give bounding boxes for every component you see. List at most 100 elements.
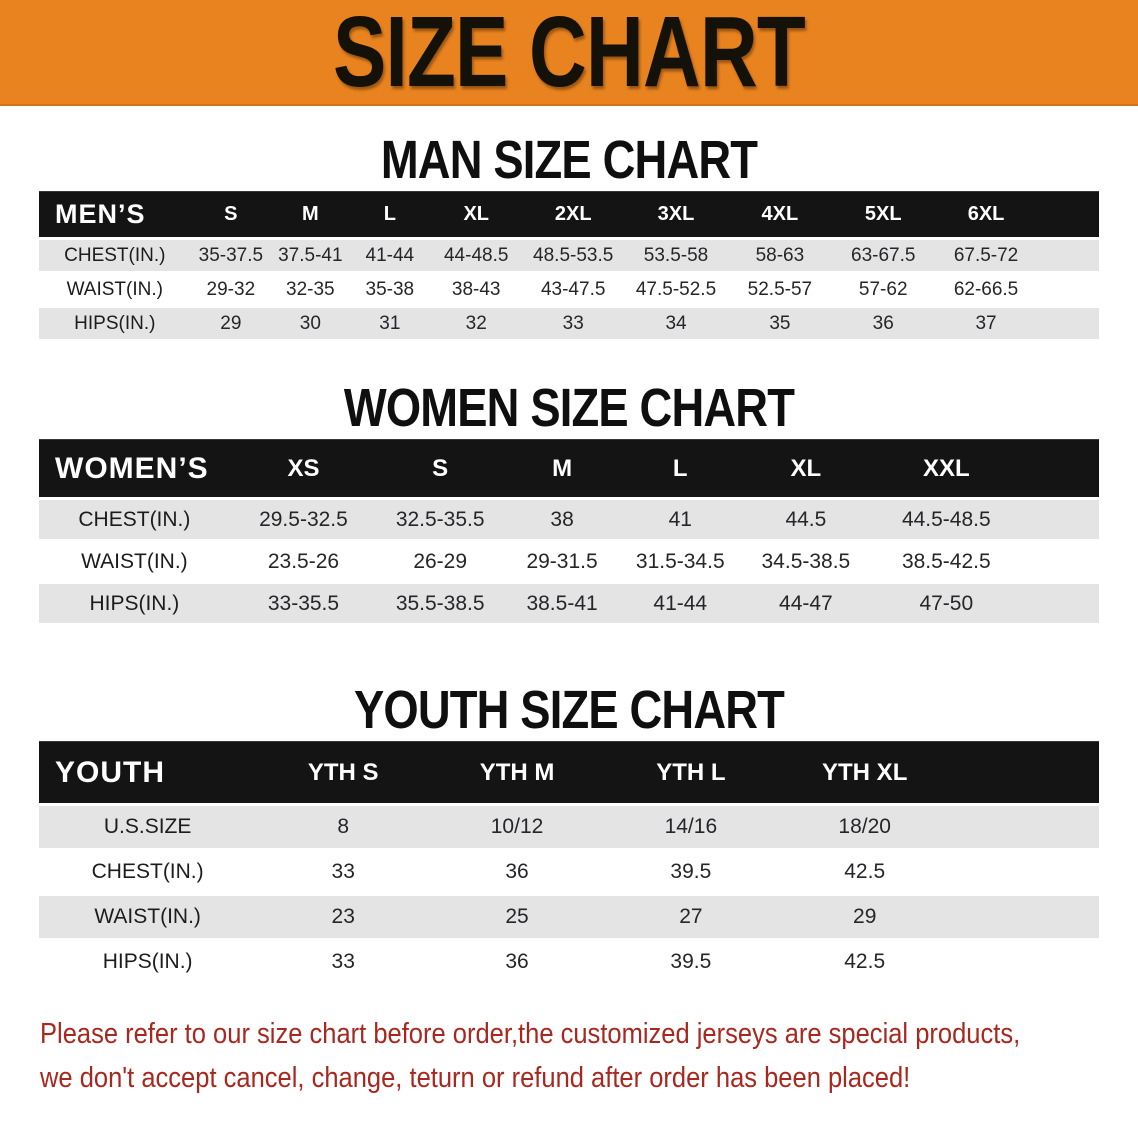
spacer-cell <box>1037 308 1099 339</box>
size-value-cell: 27 <box>603 896 778 938</box>
disclaimer: Please refer to our size chart before or… <box>40 1012 1138 1100</box>
youth-section-heading: YOUTH SIZE CHART <box>0 682 1138 738</box>
size-value-cell: 33-35.5 <box>229 584 378 623</box>
youth-waist-row: WAIST(IN.) 23 25 27 29 <box>39 896 1099 938</box>
youth-hips-row: HIPS(IN.) 33 36 39.5 42.5 <box>39 941 1099 983</box>
women-corner-label: WOMEN’S <box>39 439 230 497</box>
row-label: WAIST(IN.) <box>39 896 257 938</box>
men-header-row: MEN’S S M L XL 2XL 3XL 4XL 5XL 6XL <box>39 191 1099 237</box>
women-section-heading: WOMEN SIZE CHART <box>0 380 1138 436</box>
size-value-cell: 25 <box>430 896 604 938</box>
size-value-cell: 47.5-52.5 <box>624 274 728 305</box>
spacer-cell <box>1037 191 1099 237</box>
men-size-col-header: M <box>271 191 350 237</box>
size-value-cell: 36 <box>430 851 604 893</box>
banner: SIZE CHART <box>0 0 1138 106</box>
size-value-cell: 35-37.5 <box>190 240 272 271</box>
size-value-cell: 41-44 <box>620 584 740 623</box>
size-value-cell: 33 <box>256 941 431 983</box>
men-size-col-header: 6XL <box>934 191 1038 237</box>
size-value-cell: 44.5 <box>739 500 873 539</box>
size-value-cell: 39.5 <box>603 941 778 983</box>
men-size-col-header: S <box>190 191 272 237</box>
size-value-cell: 44-47 <box>739 584 873 623</box>
size-value-cell: 32-35 <box>271 274 350 305</box>
row-label: WAIST(IN.) <box>39 274 191 305</box>
size-value-cell: 62-66.5 <box>934 274 1038 305</box>
men-hips-row: HIPS(IN.) 29 30 31 32 33 34 35 36 37 <box>39 308 1099 339</box>
spacer-cell <box>1037 274 1099 305</box>
youth-header-row: YOUTH YTH S YTH M YTH L YTH XL <box>39 741 1099 803</box>
men-waist-row: WAIST(IN.) 29-32 32-35 35-38 38-43 43-47… <box>39 274 1099 305</box>
size-value-cell: 39.5 <box>603 851 778 893</box>
size-value-cell: 32 <box>430 308 523 339</box>
size-value-cell: 48.5-53.5 <box>522 240 625 271</box>
size-value-cell: 29 <box>190 308 272 339</box>
size-value-cell: 36 <box>430 941 604 983</box>
women-size-col-header: XXL <box>872 439 1021 497</box>
men-chest-row: CHEST(IN.) 35-37.5 37.5-41 41-44 44-48.5… <box>39 240 1099 271</box>
women-header-row: WOMEN’S XS S M L XL XXL <box>39 439 1099 497</box>
size-value-cell: 36 <box>831 308 935 339</box>
size-value-cell: 35 <box>727 308 832 339</box>
women-section-heading-text: WOMEN SIZE CHART <box>343 378 795 438</box>
spacer-cell <box>951 806 1099 848</box>
men-size-col-header: XL <box>430 191 523 237</box>
youth-size-table: YOUTH YTH S YTH M YTH L YTH XL U.S.SIZE … <box>39 738 1099 986</box>
size-value-cell: 29.5-32.5 <box>229 500 378 539</box>
row-label: U.S.SIZE <box>39 806 257 848</box>
size-value-cell: 29 <box>777 896 952 938</box>
women-size-col-header: S <box>377 439 504 497</box>
size-value-cell: 58-63 <box>727 240 832 271</box>
men-size-col-header: 2XL <box>522 191 625 237</box>
size-value-cell: 42.5 <box>777 851 952 893</box>
size-value-cell: 23 <box>256 896 431 938</box>
row-label: CHEST(IN.) <box>39 851 257 893</box>
youth-size-col-header: YTH M <box>430 741 604 803</box>
women-size-col-header: L <box>620 439 740 497</box>
spacer-cell <box>1037 240 1099 271</box>
youth-size-col-header: YTH XL <box>777 741 952 803</box>
size-value-cell: 53.5-58 <box>624 240 728 271</box>
row-label: HIPS(IN.) <box>39 308 191 339</box>
women-chest-row: CHEST(IN.) 29.5-32.5 32.5-35.5 38 41 44.… <box>39 500 1099 539</box>
size-value-cell: 41-44 <box>349 240 431 271</box>
spacer-cell <box>1020 439 1099 497</box>
spacer-cell <box>1020 584 1099 623</box>
size-value-cell: 37.5-41 <box>271 240 350 271</box>
men-size-col-header: L <box>349 191 431 237</box>
size-value-cell: 42.5 <box>777 941 952 983</box>
disclaimer-line-2: we don't accept cancel, change, teturn o… <box>40 1062 911 1094</box>
women-size-table: WOMEN’S XS S M L XL XXL CHEST(IN.) 29.5-… <box>39 436 1099 626</box>
women-hips-row: HIPS(IN.) 33-35.5 35.5-38.5 38.5-41 41-4… <box>39 584 1099 623</box>
size-value-cell: 26-29 <box>377 542 504 581</box>
size-value-cell: 44-48.5 <box>430 240 523 271</box>
men-size-col-header: 5XL <box>831 191 935 237</box>
size-value-cell: 63-67.5 <box>831 240 935 271</box>
men-section-heading-text: MAN SIZE CHART <box>380 130 758 190</box>
youth-ussize-row: U.S.SIZE 8 10/12 14/16 18/20 <box>39 806 1099 848</box>
size-value-cell: 52.5-57 <box>727 274 832 305</box>
size-value-cell: 30 <box>271 308 350 339</box>
size-value-cell: 32.5-35.5 <box>377 500 504 539</box>
size-value-cell: 34 <box>624 308 728 339</box>
size-value-cell: 35.5-38.5 <box>377 584 504 623</box>
spacer-cell <box>951 896 1099 938</box>
spacer-cell <box>951 851 1099 893</box>
spacer-cell <box>1020 542 1099 581</box>
size-value-cell: 29-31.5 <box>503 542 621 581</box>
size-value-cell: 31.5-34.5 <box>620 542 740 581</box>
women-size-col-header: XS <box>229 439 378 497</box>
size-value-cell: 57-62 <box>831 274 935 305</box>
youth-chest-row: CHEST(IN.) 33 36 39.5 42.5 <box>39 851 1099 893</box>
youth-corner-label: YOUTH <box>39 741 257 803</box>
size-value-cell: 37 <box>934 308 1038 339</box>
row-label: HIPS(IN.) <box>39 584 230 623</box>
youth-size-col-header: YTH L <box>603 741 778 803</box>
women-size-col-header: XL <box>739 439 873 497</box>
spacer-cell <box>951 741 1099 803</box>
size-value-cell: 14/16 <box>603 806 778 848</box>
spacer-cell <box>951 941 1099 983</box>
row-label: HIPS(IN.) <box>39 941 257 983</box>
size-value-cell: 38.5-42.5 <box>872 542 1021 581</box>
